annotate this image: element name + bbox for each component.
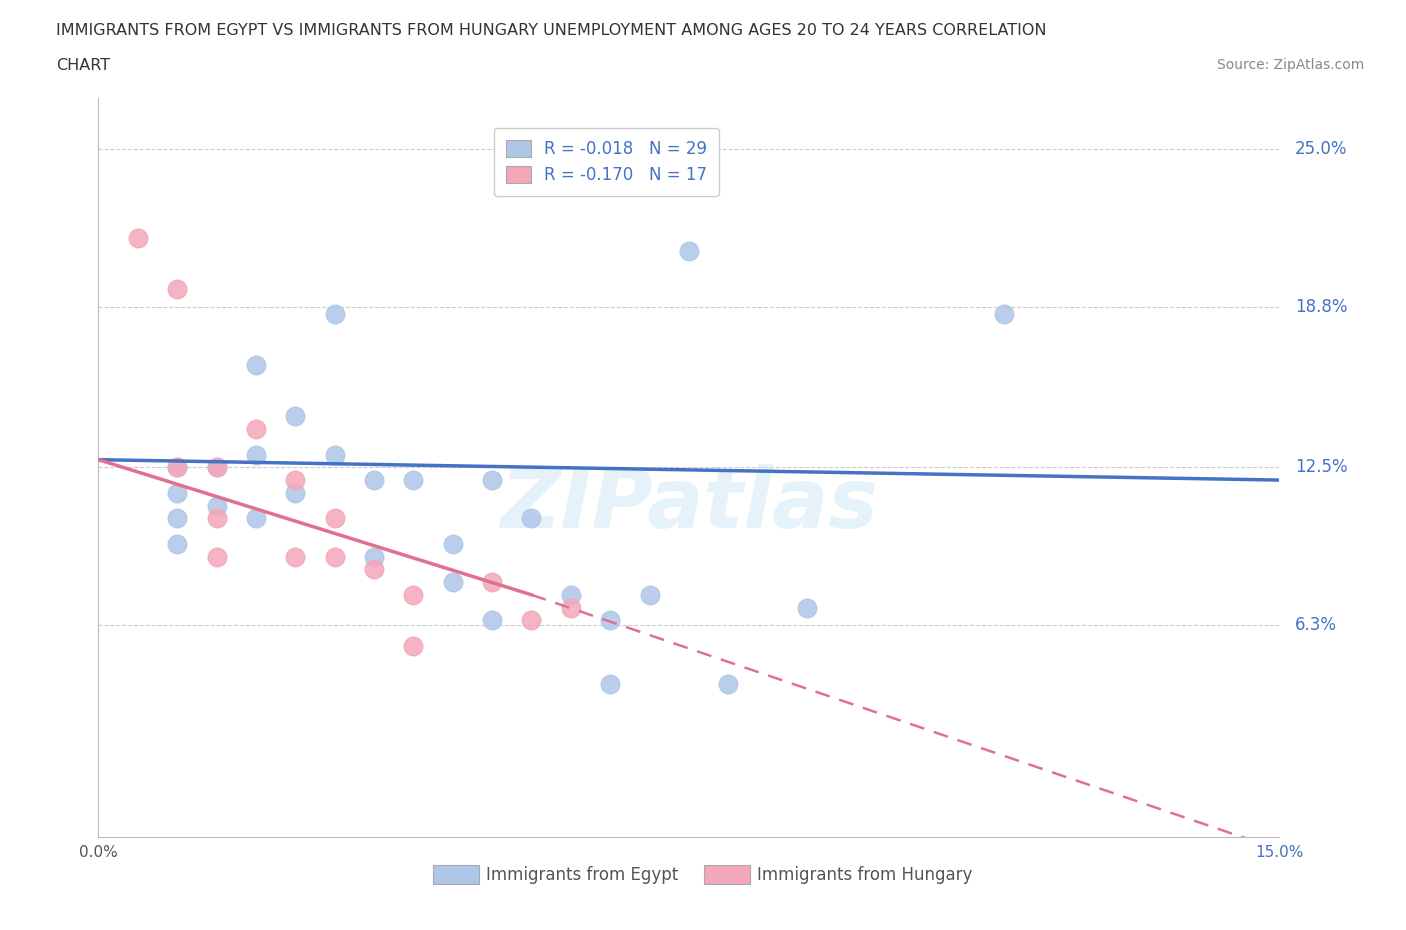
Point xyxy=(363,472,385,487)
Point xyxy=(323,307,346,322)
Point xyxy=(323,511,346,525)
Point xyxy=(166,511,188,525)
Text: CHART: CHART xyxy=(56,58,110,73)
Text: IMMIGRANTS FROM EGYPT VS IMMIGRANTS FROM HUNGARY UNEMPLOYMENT AMONG AGES 20 TO 2: IMMIGRANTS FROM EGYPT VS IMMIGRANTS FROM… xyxy=(56,23,1046,38)
Point xyxy=(205,498,228,513)
Point xyxy=(678,243,700,258)
Text: Immigrants from Egypt: Immigrants from Egypt xyxy=(486,866,678,884)
Point xyxy=(205,511,228,525)
Text: 0.0%: 0.0% xyxy=(79,844,118,859)
Legend: R = -0.018   N = 29, R = -0.170   N = 17: R = -0.018 N = 29, R = -0.170 N = 17 xyxy=(494,128,718,196)
Point xyxy=(323,447,346,462)
Point xyxy=(481,472,503,487)
Point xyxy=(796,600,818,615)
Point xyxy=(245,511,267,525)
Point xyxy=(284,409,307,424)
Text: 25.0%: 25.0% xyxy=(1295,140,1348,158)
Point xyxy=(205,549,228,564)
Point xyxy=(127,231,149,246)
Point xyxy=(441,575,464,590)
Point xyxy=(245,447,267,462)
Point xyxy=(205,460,228,475)
Point xyxy=(402,638,425,653)
Point xyxy=(402,472,425,487)
Point xyxy=(284,549,307,564)
Point xyxy=(166,282,188,297)
Point xyxy=(284,472,307,487)
Point xyxy=(481,575,503,590)
Point xyxy=(717,677,740,692)
Point xyxy=(481,613,503,628)
Text: 12.5%: 12.5% xyxy=(1295,458,1348,476)
Point xyxy=(166,485,188,500)
Point xyxy=(166,460,188,475)
Text: ZIPatlas: ZIPatlas xyxy=(501,464,877,545)
Point xyxy=(441,537,464,551)
Point xyxy=(599,613,621,628)
Point xyxy=(560,600,582,615)
Point xyxy=(520,511,543,525)
Text: Source: ZipAtlas.com: Source: ZipAtlas.com xyxy=(1216,58,1364,72)
Point xyxy=(166,537,188,551)
Text: Immigrants from Hungary: Immigrants from Hungary xyxy=(758,866,973,884)
Point xyxy=(599,677,621,692)
Point xyxy=(638,588,661,603)
Point xyxy=(560,588,582,603)
FancyBboxPatch shape xyxy=(433,865,478,884)
Point xyxy=(245,358,267,373)
Point xyxy=(205,460,228,475)
FancyBboxPatch shape xyxy=(704,865,751,884)
Point xyxy=(363,562,385,577)
Point xyxy=(166,460,188,475)
Point xyxy=(363,549,385,564)
Point xyxy=(520,613,543,628)
Point xyxy=(323,549,346,564)
Text: 18.8%: 18.8% xyxy=(1295,298,1348,315)
Point xyxy=(402,588,425,603)
Text: 15.0%: 15.0% xyxy=(1256,844,1303,859)
Point xyxy=(245,421,267,436)
Point xyxy=(993,307,1015,322)
Text: 6.3%: 6.3% xyxy=(1295,617,1337,634)
Point xyxy=(284,485,307,500)
